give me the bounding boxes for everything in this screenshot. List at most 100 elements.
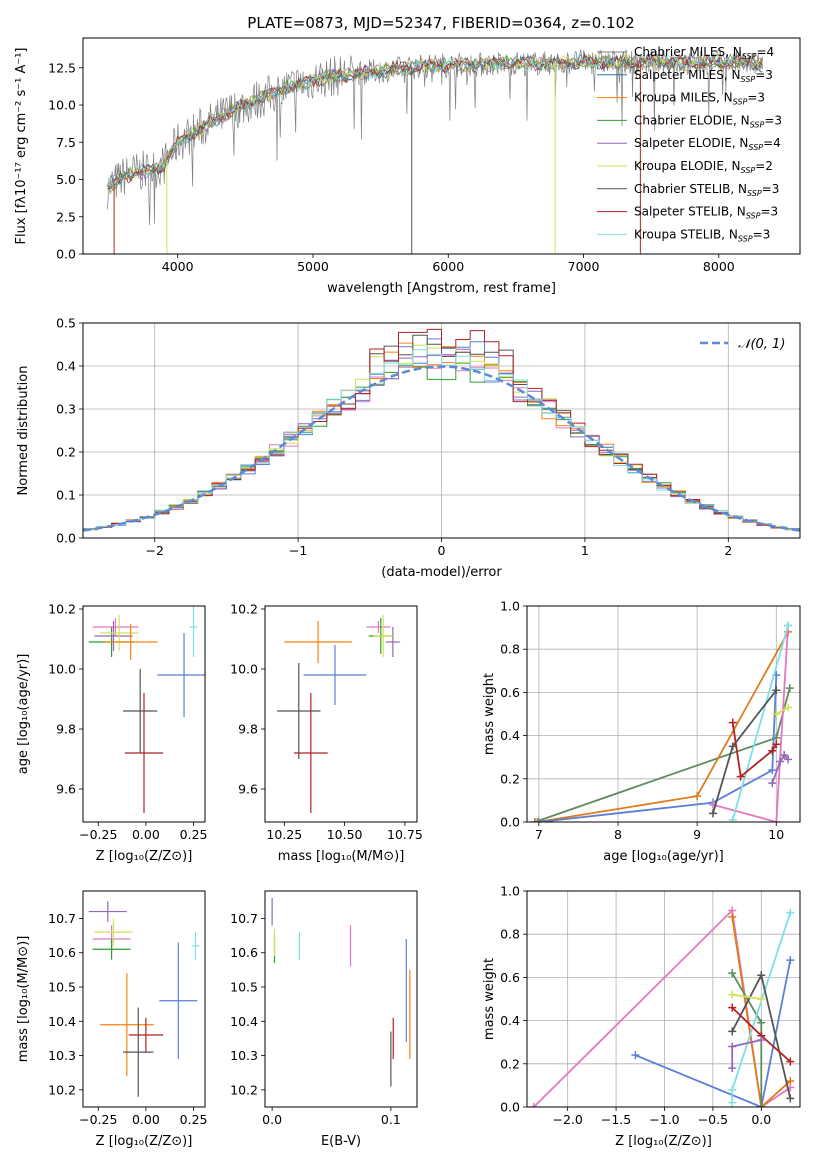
- y-axis-label: mass [log₁₀(M/M⊙)]: [16, 936, 31, 1063]
- weight-marker: [693, 792, 702, 801]
- x-tick-label: 10: [768, 827, 784, 842]
- y-tick-label: 5.0: [56, 172, 76, 187]
- x-axis-label: wavelength [Angstrom, rest frame]: [327, 281, 556, 296]
- weight-marker: [786, 908, 795, 917]
- x-tick-label: 0.0: [262, 1112, 282, 1127]
- errorbar-point: [88, 901, 127, 922]
- legend: Chabrier MILES, NSSP=4 Salpeter MILES, NS…: [597, 45, 782, 243]
- weight-marker: [768, 746, 777, 755]
- x-tick-label: 5000: [297, 259, 329, 274]
- weight-marker: [757, 1103, 766, 1107]
- marks: [88, 901, 200, 1097]
- weight-marker: [530, 818, 539, 822]
- x-tick-label: 0: [438, 543, 446, 558]
- x-tick-label: 0.00: [132, 1112, 160, 1127]
- weight-series: [772, 703, 793, 718]
- panel-age_vs_Z: −0.25 0.00 0.25 9.6 9.8 10.0 10.2 Z [log₁₀(Z/Z⊙…: [16, 602, 208, 865]
- x-tick-label: 0.1: [381, 1112, 401, 1127]
- x-axis-label: Z [log₁₀(Z/Z⊙)]: [96, 1134, 193, 1149]
- weight-series: [728, 908, 795, 1107]
- x-tick-label: 10.50: [327, 827, 363, 842]
- weight-marker: [772, 686, 781, 695]
- y-tick-label: 0.4: [500, 728, 520, 743]
- x-tick-label: 4000: [162, 259, 194, 274]
- plot-frame: [82, 37, 801, 255]
- y-tick-label: 0.1: [56, 488, 76, 503]
- x-tick-label: −1.5: [601, 1112, 631, 1127]
- weight-series: [708, 686, 781, 818]
- weight-marker: [736, 772, 745, 781]
- y-tick-label: 0.4: [56, 359, 76, 374]
- weight-marker: [728, 1064, 737, 1073]
- x-tick-label: −2: [145, 543, 163, 558]
- y-tick-label: 10.3: [48, 1048, 76, 1063]
- weight-line: [537, 631, 789, 822]
- errorbar-point: [94, 918, 133, 946]
- errorbar-point: [277, 663, 321, 759]
- weight-line: [538, 675, 778, 822]
- errorbar-point: [293, 693, 328, 813]
- weight-marker: [533, 818, 542, 822]
- y-tick-label: 10.2: [230, 602, 258, 617]
- y-tick-label: 10.0: [48, 98, 76, 113]
- weight-marker: [529, 1103, 538, 1107]
- x-tick-label: 9: [693, 827, 701, 842]
- x-axis-label: Z [log₁₀(Z/Z⊙)]: [615, 1134, 712, 1149]
- normal-curve: [83, 365, 800, 532]
- y-axis-label: age [log₁₀(age/yr)]: [16, 654, 31, 775]
- errorbar-point: [159, 942, 198, 1059]
- y-tick-label: 10.7: [230, 911, 258, 926]
- weight-marker: [757, 971, 766, 980]
- y-tick-label: 0.0: [56, 531, 76, 546]
- plot-frame: [82, 890, 206, 1108]
- marks: [271, 897, 411, 1087]
- weight-series: [728, 1003, 795, 1066]
- y-tick-label: 0.0: [500, 1100, 520, 1115]
- weight-series: [728, 621, 793, 822]
- weight-marker: [757, 1036, 766, 1045]
- marks: [529, 906, 795, 1107]
- errorbar-point: [189, 606, 198, 657]
- y-tick-label: 0.0: [56, 247, 76, 262]
- weight-marker: [728, 1027, 737, 1036]
- x-tick-label: −0.25: [79, 1112, 117, 1127]
- x-axis-label: Z [log₁₀(Z/Z⊙)]: [96, 849, 193, 864]
- weight-line: [732, 993, 762, 1000]
- x-tick-label: 0.25: [180, 827, 208, 842]
- errorbar-point: [100, 973, 154, 1077]
- y-tick-label: 0.8: [500, 642, 520, 657]
- weight-marker: [780, 751, 789, 760]
- y-tick-label: 10.5: [48, 980, 76, 995]
- errorbar-point: [157, 633, 205, 717]
- x-tick-label: 1: [581, 543, 589, 558]
- weight-marker: [534, 818, 543, 822]
- y-axis-label: mass weight: [482, 958, 497, 1040]
- weight-line: [731, 972, 763, 1107]
- weight-line: [731, 625, 789, 821]
- errorbar-point: [100, 615, 139, 651]
- x-axis-label: (data-model)/error: [381, 565, 502, 580]
- spectrum-model-line: [107, 53, 764, 188]
- weight-line: [775, 706, 789, 715]
- errorbar-point: [94, 621, 133, 651]
- x-tick-label: −1: [289, 543, 307, 558]
- legend: 𝒩(0, 1): [700, 337, 785, 352]
- y-tick-label: 2.5: [56, 209, 76, 224]
- weight-marker: [728, 815, 737, 822]
- weight-marker: [772, 818, 781, 822]
- x-tick-label: 2: [724, 543, 732, 558]
- weight-marker: [757, 995, 766, 1003]
- y-tick-label: 10.2: [48, 1082, 76, 1097]
- panel-spectrum: 4000 5000 6000 7000 8000 0.0 2.5 5.0 7.5 10.0 12.5…: [14, 37, 801, 296]
- marks: [530, 621, 794, 822]
- weight-marker: [768, 766, 777, 775]
- errorbar-point: [123, 1007, 154, 1097]
- y-tick-label: 10.6: [230, 945, 258, 960]
- y-tick-label: 10.5: [230, 980, 258, 995]
- weight-marker: [786, 1077, 795, 1086]
- weight-series: [728, 990, 766, 1003]
- weight-marker: [631, 1051, 640, 1060]
- weight-marker: [784, 703, 793, 712]
- weight-marker: [786, 1094, 795, 1103]
